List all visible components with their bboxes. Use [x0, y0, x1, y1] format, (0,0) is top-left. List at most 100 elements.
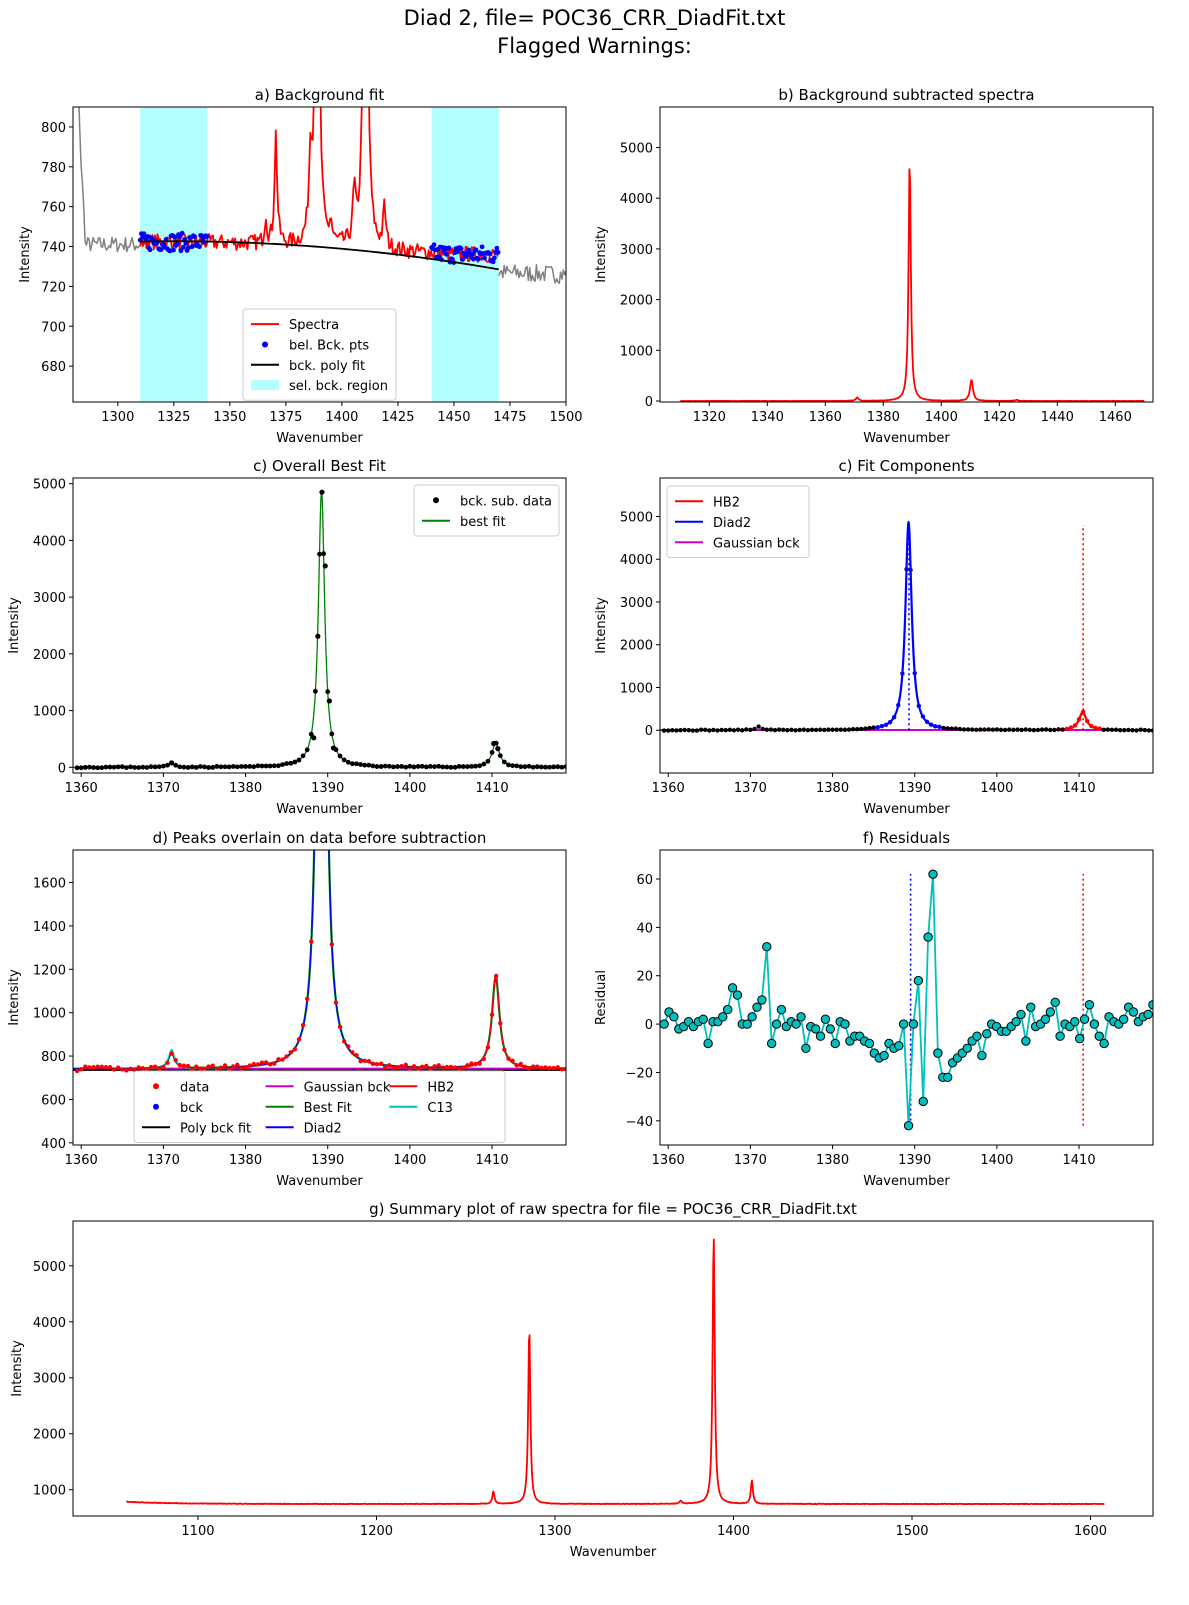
data-point: [329, 942, 335, 947]
data-point: [518, 764, 524, 770]
data-point: [198, 1066, 203, 1071]
data-point: [818, 727, 823, 732]
x-tick-label: 1500: [895, 1524, 928, 1539]
y-tick-label: 4000: [620, 192, 653, 207]
x-tick-label: 1390: [898, 1153, 931, 1168]
data-point: [789, 727, 794, 733]
y-tick-label: 1000: [620, 344, 653, 359]
data-point: [107, 1064, 113, 1070]
bck-point: [431, 242, 437, 248]
data-point: [403, 1062, 408, 1068]
x-tick-label: 1400: [717, 1524, 750, 1539]
legend-frame: [242, 308, 397, 401]
data-point: [87, 1065, 92, 1070]
data-point: [1031, 727, 1037, 733]
residual-point: [982, 1029, 992, 1039]
data-point: [317, 551, 322, 557]
y-tick-label: 600: [41, 1093, 66, 1108]
residual-point: [1094, 1031, 1104, 1041]
data-point: [202, 764, 207, 770]
data-point: [891, 714, 897, 720]
data-point: [1142, 727, 1147, 733]
legend-label: bck. sub. data: [460, 494, 552, 509]
data-point: [748, 727, 753, 732]
panel-c1: 1360 1370 1380 1390 1400 1410 0 1000 2000 3000 400…: [7, 457, 567, 817]
data-point: [280, 1057, 285, 1062]
legend-a: Spectra bel. Bck. pts bck. poly fit sel. bc…: [242, 308, 397, 401]
data-point: [247, 764, 253, 769]
data-point: [698, 727, 704, 732]
data-point: [448, 764, 454, 770]
data-point: [473, 1061, 478, 1067]
plot-area-g: [125, 1238, 1105, 1506]
subtracted-spectrum-line: [680, 168, 1145, 402]
data-point: [739, 728, 745, 733]
x-axis-label: Wavenumber: [276, 1174, 363, 1189]
x-tick-label: 1350: [213, 410, 246, 425]
panel-f: 1360 1370 1380 1390 1400 1410 −40 −20 0 20 40 60 f) …: [594, 829, 1154, 1189]
data-point: [103, 1065, 109, 1070]
data-point: [428, 1066, 433, 1071]
bck-point: [482, 255, 487, 261]
data-point: [998, 727, 1004, 733]
y-tick-label: 760: [41, 201, 66, 216]
data-point: [538, 764, 544, 770]
x-tick-label: 1380: [816, 781, 849, 796]
bck-point: [147, 247, 153, 253]
data-point: [469, 1061, 474, 1066]
data-point: [140, 764, 146, 770]
data-point: [218, 1065, 224, 1070]
data-point: [551, 1065, 556, 1071]
data-point: [1060, 727, 1065, 732]
data-point: [354, 761, 359, 767]
residual-point: [972, 1031, 982, 1041]
data-point: [370, 1061, 376, 1067]
data-point: [387, 1063, 392, 1068]
data-point: [776, 727, 782, 732]
data-point: [185, 1063, 191, 1069]
data-point: [202, 1066, 207, 1072]
data-point: [259, 763, 265, 769]
y-tick-label: 0: [645, 724, 653, 739]
residual-point: [928, 869, 938, 879]
data-point: [321, 551, 327, 557]
bck-point: [179, 230, 185, 236]
residual-point: [898, 1019, 909, 1029]
residual-point: [718, 1012, 728, 1022]
data-point: [288, 1050, 293, 1055]
data-point: [337, 1024, 343, 1030]
x-tick-label: 1420: [983, 410, 1016, 425]
panel-g: 1100 1200 1300 1400 1500 1600 1000 2000 3000 4000…: [10, 1200, 1154, 1560]
data-point: [1138, 727, 1143, 732]
data-point: [670, 728, 675, 733]
legend-label: HB2: [713, 495, 740, 510]
data-point: [871, 725, 876, 730]
data-point-peak: [315, 633, 321, 639]
legend-dot-marker: [262, 341, 268, 348]
y-tick-label: 400: [41, 1137, 66, 1152]
data-point: [555, 1065, 560, 1070]
data-point: [263, 1060, 269, 1065]
data-point: [391, 1065, 396, 1071]
data-point: [481, 761, 487, 767]
data-point: [436, 763, 442, 769]
data-point: [300, 753, 306, 759]
data-point: [312, 688, 318, 694]
legend-dot-marker: [153, 1103, 159, 1110]
data-point: [407, 1066, 413, 1071]
data-point: [559, 1067, 565, 1072]
plot-area-c1: [73, 489, 566, 771]
data-point: [957, 726, 963, 732]
bck-point: [192, 234, 197, 239]
data-point: [879, 723, 885, 729]
legend-c2: HB2 Diad2 Gaussian bck: [666, 485, 810, 558]
figure-title-line1: Diad 2, file= POC36_CRR_DiadFit.txt: [403, 6, 786, 30]
panel-title: c) Fit Components: [838, 457, 974, 475]
bck-point: [180, 244, 186, 250]
x-tick-label: 1400: [393, 781, 426, 796]
data-point: [144, 765, 150, 770]
data-point: [276, 1057, 281, 1062]
data-point: [230, 764, 236, 769]
bck-point: [487, 251, 492, 256]
data-point: [920, 714, 926, 719]
